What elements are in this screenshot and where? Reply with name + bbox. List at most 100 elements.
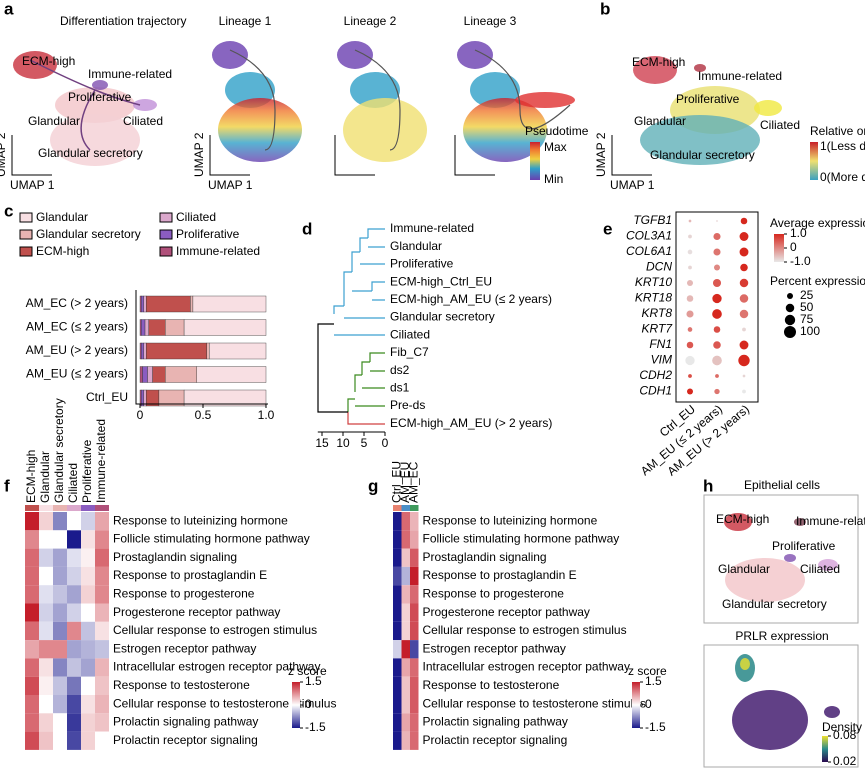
panel-title: Lineage 2 [344, 14, 397, 28]
legend-title: Average expression [770, 216, 865, 230]
dendrogram [317, 228, 385, 425]
column-annotation [67, 505, 81, 511]
umap-axes [11, 135, 52, 176]
row-label: Cellular response to estrogen stimulus [423, 623, 627, 637]
y-tick-label: Ctrl_EU [86, 390, 128, 404]
legend-label: 100 [800, 324, 820, 338]
heatmap-cell [401, 585, 410, 604]
dot [740, 263, 748, 272]
row-label: Prolactin receptor signaling [423, 733, 568, 747]
dot [739, 247, 749, 257]
legend-label: 1(Less diff.) [820, 139, 865, 153]
heatmap-cell [39, 603, 53, 622]
panel-title: Lineage 3 [464, 14, 517, 28]
cell-cloud [212, 41, 248, 69]
row-label: Response to luteinizing hormone [423, 513, 598, 527]
cluster-label: ECM-high [22, 54, 75, 68]
x-tick-label: 5 [361, 436, 368, 450]
row-label: Progesterone receptor pathway [423, 605, 590, 619]
row-label: Intracellular estrogen receptor pathway [423, 660, 630, 674]
panel-title: Lineage 1 [219, 14, 272, 28]
colorbar [822, 736, 828, 762]
cell-cloud [55, 87, 135, 123]
cluster-label: Glandular [718, 562, 770, 576]
gene-label: KRT8 [642, 306, 673, 320]
bar-segment [146, 295, 191, 313]
heatmap-cell [81, 548, 95, 567]
heatmap-cell [410, 530, 419, 549]
leaf-label: ECM-high_Ctrl_EU [390, 274, 492, 288]
heatmap-cell [401, 658, 410, 677]
legend-label: -1.5 [645, 720, 666, 734]
heatmap-cell [39, 585, 53, 604]
dot [688, 265, 692, 270]
heatmap-cell [67, 621, 81, 641]
bar-segment [190, 295, 194, 313]
row-label: Progesterone receptor pathway [113, 605, 280, 619]
cell-cloud [640, 115, 760, 165]
heatmap-cell [393, 585, 402, 604]
colorbar [774, 234, 784, 262]
leaf-label: ds2 [390, 363, 410, 377]
dot [712, 355, 722, 366]
heatmap-cell [25, 658, 39, 677]
row-label: Prolactin receptor signaling [113, 733, 258, 747]
heatmap-cell [39, 658, 53, 677]
size-key [785, 303, 795, 313]
cell-cloud [725, 558, 805, 602]
gene-label: KRT7 [642, 322, 674, 336]
heatmap-cell [95, 676, 109, 695]
heatmap-cell [25, 512, 39, 531]
heatmap-cell [39, 512, 53, 531]
colorbar [530, 142, 540, 180]
heatmap-cell [81, 640, 95, 659]
cluster-label: Ciliated [800, 562, 840, 576]
heatmap-cell [81, 621, 95, 641]
dot [687, 327, 693, 332]
heatmap-cell [39, 695, 53, 714]
heatmap-cell [67, 603, 81, 622]
heatmap-cell [25, 585, 39, 604]
heatmap-cell [401, 731, 410, 750]
column-label: AM_EU [398, 462, 412, 503]
y-tick-label: AM_EU (≤ 2 years) [26, 367, 128, 381]
heatmap-cell [67, 731, 81, 750]
row-label: Follicle stimulating hormone pathway [113, 532, 310, 546]
dot [686, 341, 694, 349]
cell-cloud [732, 690, 808, 750]
heatmap-cell [95, 658, 109, 677]
dot [739, 294, 749, 303]
bar-segment [164, 319, 185, 336]
row-label: Estrogen receptor pathway [113, 641, 256, 655]
heatmap-cell [67, 695, 81, 714]
cell-cloud [463, 98, 547, 162]
panel-letter: e [603, 219, 612, 238]
heatmap-cell [393, 548, 402, 567]
heatmap-cell [53, 530, 67, 549]
dot [688, 219, 692, 223]
heatmap-cell [401, 548, 410, 567]
cluster-label: Immune-related [796, 514, 865, 528]
legend-title: z score [628, 664, 667, 678]
plot-frame [675, 211, 759, 403]
size-key [787, 293, 793, 299]
gene-label: DCN [646, 260, 672, 274]
panel-letter: c [4, 201, 13, 220]
gene-label: KRT18 [635, 291, 672, 305]
heatmap-cell [53, 731, 67, 750]
bar-segment [196, 366, 267, 383]
heatmap-cell [67, 658, 81, 677]
cell-cloud [337, 41, 373, 69]
cell-cloud [633, 56, 677, 84]
heatmap-cell [39, 621, 53, 641]
row-label: Response to prostaglandin E [423, 568, 577, 582]
y-axis-label: UMAP 2 [594, 132, 608, 177]
column-label: ECM-high [24, 450, 38, 503]
gene-label: CDH2 [639, 368, 672, 382]
heatmap-cell [53, 695, 67, 714]
legend-label: Min [544, 172, 563, 186]
panel-title: Differentiation trajectory [60, 14, 187, 28]
x-tick-label: 0 [382, 436, 389, 450]
heatmap-cell [81, 658, 95, 677]
heatmap-cell [39, 548, 53, 567]
